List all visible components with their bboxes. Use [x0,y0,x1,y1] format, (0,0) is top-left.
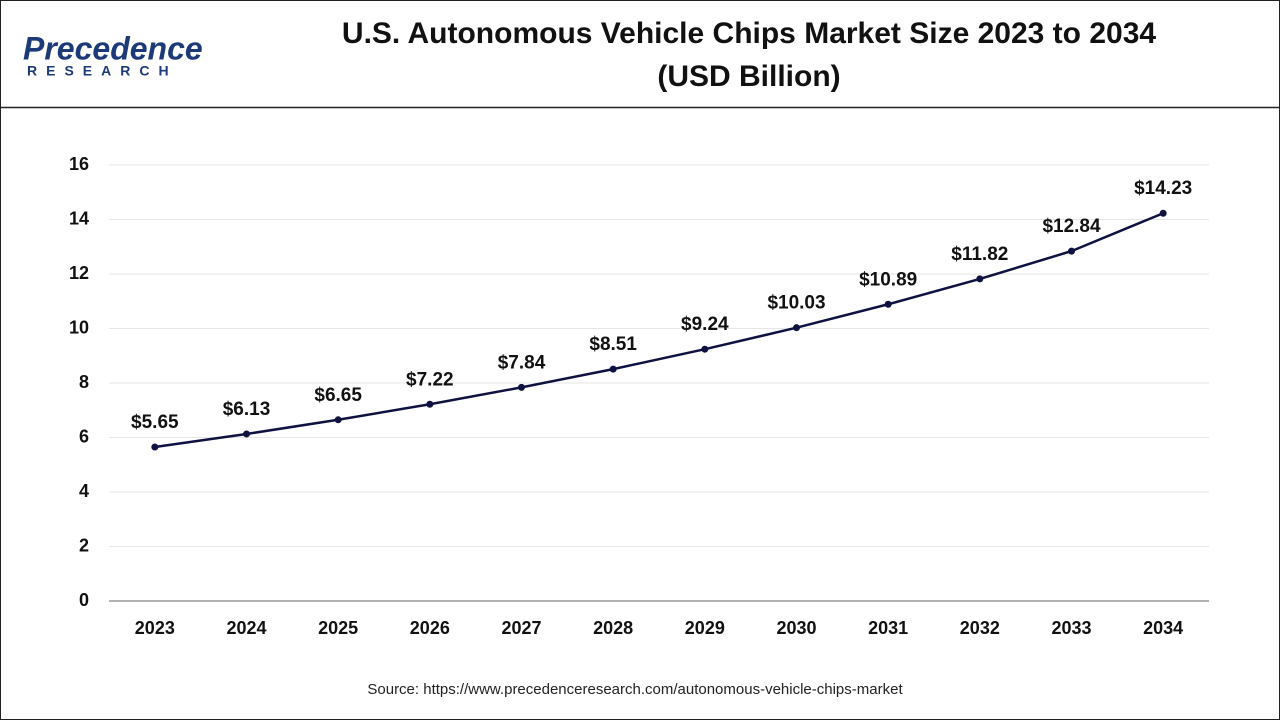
x-tick-label: 2031 [868,618,908,638]
chart-title: (USD Billion) [657,60,840,93]
x-tick-label: 2028 [593,618,633,638]
y-tick-label: 14 [69,208,89,228]
data-point [1159,209,1167,217]
logo: Precedence RESEARCH [23,30,203,78]
data-label: $7.84 [498,352,546,373]
data-point [151,443,159,451]
data-label: $7.22 [406,369,454,390]
data-point [426,400,434,408]
data-label: $5.65 [131,412,179,433]
data-point [1068,247,1075,255]
x-tick-label: 2033 [1051,618,1091,638]
data-label: $6.65 [314,385,362,406]
logo-tagline: RESEARCH [27,63,178,79]
data-label: $11.82 [951,244,1008,265]
y-tick-label: 6 [79,426,89,446]
y-tick-label: 10 [69,317,89,337]
source-note: Source: https://www.precedenceresearch.c… [367,681,903,698]
data-point [884,300,892,308]
y-tick-label: 16 [69,154,89,174]
data-label: $6.13 [223,399,271,420]
data-label: $12.84 [1042,216,1101,237]
data-point [334,416,342,424]
chart-title: U.S. Autonomous Vehicle Chips Market Siz… [342,17,1156,50]
data-label: $14.23 [1134,178,1192,199]
data-label: $8.51 [589,334,637,355]
data-point [701,345,709,353]
x-tick-label: 2023 [135,618,175,638]
x-tick-label: 2030 [776,618,816,638]
y-tick-label: 2 [79,535,89,555]
x-tick-label: 2027 [501,618,541,638]
data-label: $10.03 [767,293,825,314]
x-tick-label: 2034 [1143,618,1183,638]
x-tick-label: 2032 [960,618,1000,638]
data-point [609,365,617,373]
data-point [976,275,984,283]
data-point [518,383,525,391]
data-point [243,430,250,438]
logo-name: Precedence [23,30,203,66]
data-label: $10.89 [859,269,917,290]
x-tick-label: 2026 [410,618,450,638]
x-tick-label: 2025 [318,618,358,638]
data-label: $9.24 [681,314,729,335]
y-tick-label: 8 [79,372,89,392]
y-tick-label: 12 [69,263,89,283]
y-tick-label: 4 [79,481,89,501]
data-line [154,212,1164,449]
x-tick-label: 2029 [685,618,725,638]
x-tick-label: 2024 [226,618,266,638]
y-tick-label: 0 [79,590,89,610]
data-point [793,324,800,332]
